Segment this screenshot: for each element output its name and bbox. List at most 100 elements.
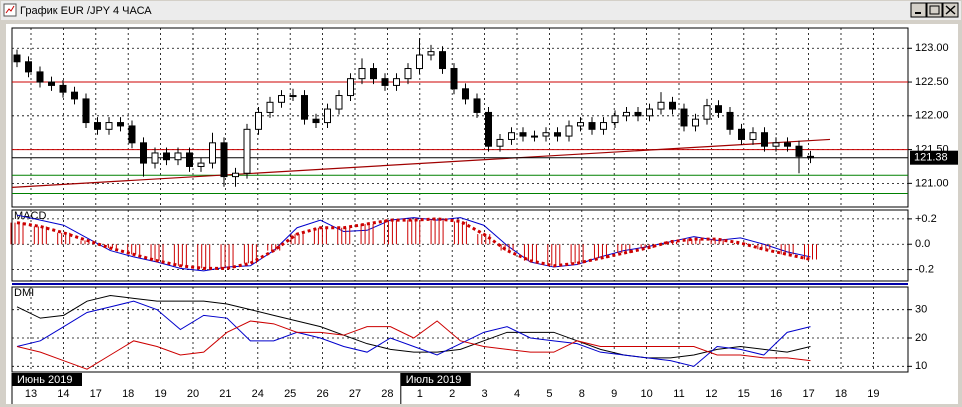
candle-body xyxy=(335,95,343,110)
last-price-label: 121.38 xyxy=(914,152,948,164)
dmi-panel xyxy=(11,286,909,373)
candle-body xyxy=(289,95,297,98)
y-tick-label: 122.00 xyxy=(915,110,949,122)
x-tick-label: 20 xyxy=(187,388,199,400)
maximize-button[interactable] xyxy=(926,2,943,18)
candle-body xyxy=(358,68,366,80)
x-tick-label: 19 xyxy=(154,388,166,400)
candle-body xyxy=(174,152,182,161)
candle-body xyxy=(278,95,285,103)
x-tick-label: 19 xyxy=(867,388,879,400)
candle-body xyxy=(427,51,435,56)
candle-body xyxy=(48,81,55,86)
candle-body xyxy=(82,98,90,124)
candle-body xyxy=(669,101,676,110)
y-tick-label: 20 xyxy=(915,332,927,344)
x-tick-label: 18 xyxy=(835,388,847,400)
trend-line xyxy=(11,138,831,189)
x-tick-label: 21 xyxy=(219,388,231,400)
candle-body xyxy=(657,101,665,110)
x-tick-label: 17 xyxy=(90,388,102,400)
candle-body xyxy=(347,78,354,97)
candle-body xyxy=(646,108,653,117)
x-tick-label: 8 xyxy=(579,388,585,400)
candle-body xyxy=(450,68,458,90)
candle-body xyxy=(370,68,377,80)
candle-body xyxy=(749,132,757,140)
candle-body xyxy=(393,78,400,86)
window-icon xyxy=(5,5,15,14)
candle-body xyxy=(105,122,113,130)
indicator-line xyxy=(16,320,811,370)
candle-body xyxy=(36,71,44,83)
x-tick-label: 1 xyxy=(417,388,423,400)
candle-body xyxy=(255,111,262,130)
minimize-button[interactable] xyxy=(910,2,927,18)
last-price-box xyxy=(910,150,958,165)
panel-title: DMI xyxy=(14,287,34,299)
candle-body xyxy=(243,128,251,174)
candle-body xyxy=(692,118,699,127)
candle-body xyxy=(462,88,469,100)
candle-body xyxy=(197,162,205,167)
candle-body xyxy=(784,142,791,147)
x-tick-label: 3 xyxy=(482,388,488,400)
candle-body xyxy=(209,142,216,164)
candle-body xyxy=(439,51,446,70)
x-tick-label: 18 xyxy=(122,388,134,400)
x-tick-label: 4 xyxy=(514,388,520,400)
candle-body xyxy=(473,98,481,113)
candle-body xyxy=(485,111,492,147)
candle-body xyxy=(634,111,642,117)
y-tick-label: -0.2 xyxy=(915,263,934,275)
y-tick-label: 122.50 xyxy=(915,76,949,88)
candle-body xyxy=(496,138,504,147)
x-tick-label: 24 xyxy=(252,388,264,400)
candle-body xyxy=(600,122,607,130)
x-tick-label: 2 xyxy=(449,388,455,400)
candle-body xyxy=(588,122,596,130)
candle-body xyxy=(404,68,412,80)
candle-body xyxy=(738,128,745,140)
macd-panel xyxy=(11,209,909,282)
candle-body xyxy=(508,132,515,140)
x-tick-label: 11 xyxy=(673,388,684,400)
candle-body xyxy=(565,125,573,137)
y-tick-label: 123.00 xyxy=(915,42,949,54)
candle-body xyxy=(128,125,136,144)
window-title: График EUR /JPY 4 ЧАСА xyxy=(20,5,152,17)
candle-body xyxy=(186,152,193,167)
candle-body xyxy=(726,111,734,130)
candle-body xyxy=(117,122,124,127)
candle-body xyxy=(795,145,803,157)
x-tick-label: 12 xyxy=(705,388,717,400)
candle-body xyxy=(611,115,619,124)
chart-area xyxy=(6,24,958,404)
candle-body xyxy=(266,101,274,113)
y-tick-label: 121.00 xyxy=(915,177,949,189)
indicator-line xyxy=(16,300,811,367)
x-tick-label: 15 xyxy=(738,388,750,400)
period-label-box xyxy=(400,373,471,386)
x-tick-label: 25 xyxy=(284,388,296,400)
title-bar xyxy=(1,1,961,20)
candle-body xyxy=(59,84,67,93)
candle-body xyxy=(416,54,423,70)
candle-body xyxy=(13,54,21,63)
candle-body xyxy=(715,105,722,113)
price-panel xyxy=(11,27,909,208)
x-tick-label: 5 xyxy=(546,388,552,400)
candle-body xyxy=(807,155,814,159)
candle-body xyxy=(301,95,308,120)
candle-body xyxy=(623,111,630,117)
candle-body xyxy=(577,122,584,127)
x-tick-label: 9 xyxy=(611,388,617,400)
x-tick-label: 17 xyxy=(802,388,814,400)
x-tick-label: 10 xyxy=(640,388,652,400)
candle-body xyxy=(151,152,159,164)
candle-body xyxy=(312,118,320,124)
candle-body xyxy=(531,135,538,138)
candle-body xyxy=(680,108,688,127)
signal-line xyxy=(16,217,811,270)
